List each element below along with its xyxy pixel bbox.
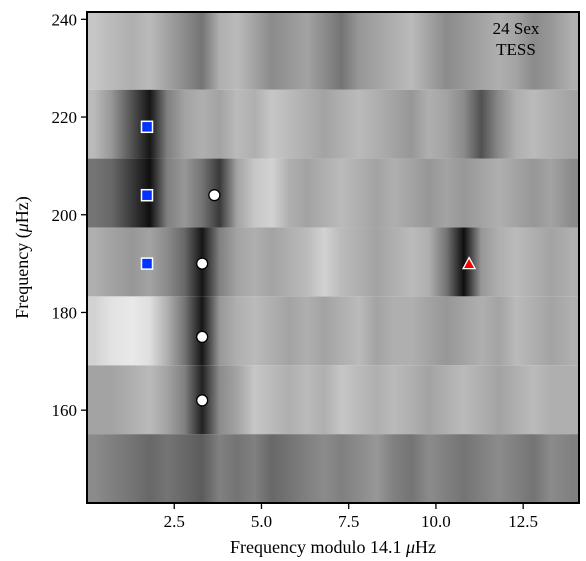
y-tick-label: 180 bbox=[52, 303, 78, 322]
annotation-mission: TESS bbox=[496, 40, 536, 59]
x-tick-label: 5.0 bbox=[251, 512, 272, 531]
square-marker bbox=[140, 120, 154, 134]
echelle-row bbox=[87, 296, 579, 366]
x-tick-label: 12.5 bbox=[508, 512, 538, 531]
y-tick-label: 200 bbox=[52, 206, 78, 225]
echelle-row bbox=[87, 365, 579, 435]
y-tick-label: 240 bbox=[52, 10, 78, 29]
circle-marker bbox=[195, 330, 209, 344]
square-marker bbox=[140, 188, 154, 202]
plot-frame bbox=[86, 11, 580, 504]
y-axis-label: Frequency (μHz) bbox=[12, 196, 33, 319]
echelle-row bbox=[87, 434, 579, 503]
x-tick-label: 7.5 bbox=[338, 512, 359, 531]
x-axis-ticks: 2.5 5.0 7.5 10.0 12.5 bbox=[164, 503, 538, 531]
circle-marker bbox=[208, 189, 221, 202]
x-tick-label: 10.0 bbox=[421, 512, 451, 531]
circle-marker bbox=[195, 394, 209, 407]
x-axis-label: Frequency modulo 14.1 μHz bbox=[230, 537, 436, 557]
triangle-marker bbox=[461, 256, 477, 270]
y-tick-label: 160 bbox=[52, 401, 78, 420]
annotation-star-name: 24 Sex bbox=[493, 19, 540, 38]
square-marker bbox=[140, 257, 154, 270]
mode-markers bbox=[140, 120, 477, 407]
y-tick-label: 220 bbox=[52, 108, 78, 127]
echelle-heatmap bbox=[87, 12, 579, 503]
circle-marker bbox=[195, 257, 209, 270]
x-tick-label: 2.5 bbox=[164, 512, 185, 531]
y-axis-ticks: 160 180 200 220 240 bbox=[52, 10, 87, 420]
echelle-row bbox=[87, 89, 579, 159]
echelle-row bbox=[87, 227, 579, 297]
echelle-row bbox=[87, 12, 579, 90]
echelle-row bbox=[87, 158, 579, 228]
